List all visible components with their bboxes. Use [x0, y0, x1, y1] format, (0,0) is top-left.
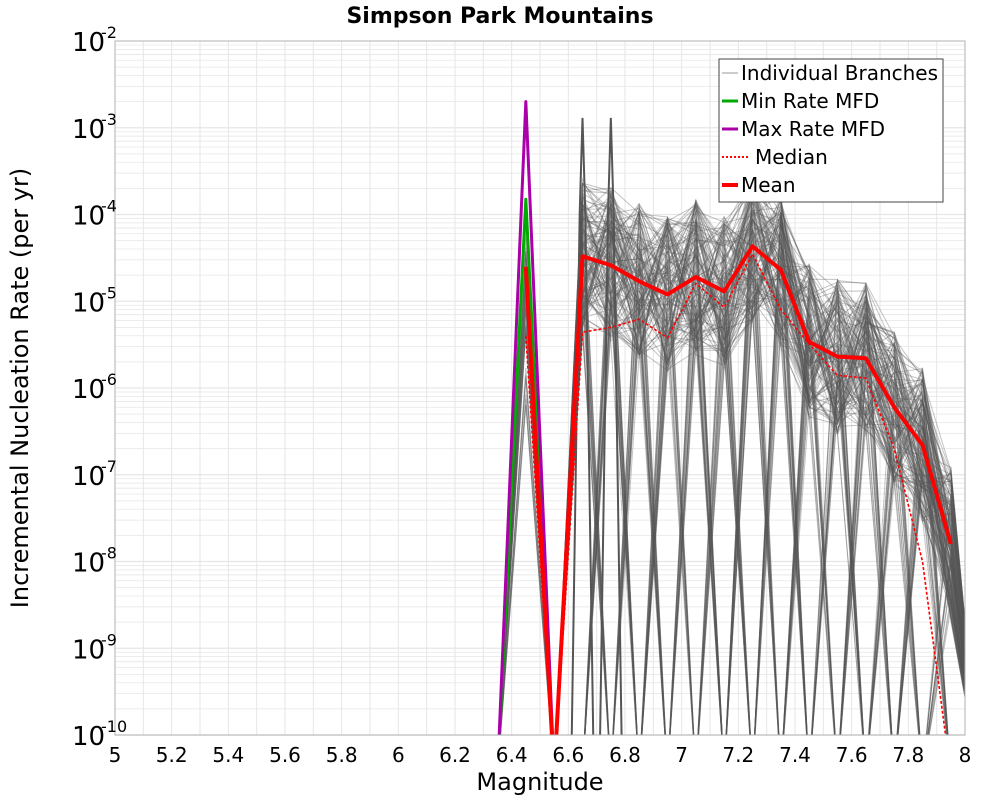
y-tick-label: 10 — [72, 549, 105, 579]
x-ticks: 5 5.2 5.4 5.6 5.8 6 6.2 6.4 6.6 6.8 7 7.2 7.4 7.6 7.8 8 — [109, 743, 972, 767]
branch-line — [583, 187, 949, 735]
branch-line — [584, 207, 965, 735]
y-tick-exponent: -5 — [101, 283, 117, 302]
legend-label-min-rate: Min Rate MFD — [741, 89, 879, 113]
chart-title: Simpson Park Mountains — [346, 4, 653, 29]
y-tick-label: 10 — [72, 722, 105, 752]
max-rate-line — [497, 100, 554, 735]
branch-line — [584, 190, 965, 735]
y-tick-exponent: -3 — [101, 110, 117, 129]
branch-line — [499, 184, 965, 735]
x-tick-label: 7.4 — [779, 743, 811, 767]
branch-line — [499, 219, 949, 735]
branch-spike — [599, 117, 623, 735]
branch-line — [584, 222, 965, 735]
y-tick-label: 10 — [72, 115, 105, 145]
x-tick-label: 5.8 — [326, 743, 358, 767]
legend-label-branches: Individual Branches — [741, 61, 938, 85]
branch-line — [584, 211, 965, 735]
branch-line — [584, 201, 965, 735]
x-tick-label: 5 — [109, 743, 122, 767]
y-tick-label: 10 — [72, 462, 105, 492]
y-tick-exponent: -7 — [101, 457, 117, 476]
y-tick-label: 10 — [72, 202, 105, 232]
y-tick-label: 10 — [72, 375, 105, 405]
x-axis-label: Magnitude — [476, 768, 603, 796]
x-tick-label: 6.6 — [552, 743, 584, 767]
y-axis-label: Incremental Nucleation Rate (per yr) — [6, 168, 34, 608]
legend-label-mean: Mean — [741, 173, 796, 197]
legend-label-max-rate: Max Rate MFD — [741, 117, 885, 141]
branch-line — [584, 232, 965, 735]
branch-line — [556, 222, 965, 735]
branch-line — [584, 222, 965, 735]
branch-line — [499, 231, 965, 735]
y-tick-exponent: -9 — [101, 630, 117, 649]
x-tick-label: 7 — [675, 743, 688, 767]
x-tick-label: 6.4 — [496, 743, 528, 767]
branch-line — [584, 212, 965, 735]
legend-box — [718, 58, 944, 203]
series-lines — [497, 100, 953, 735]
branch-line — [584, 221, 965, 735]
branch-line — [584, 215, 965, 735]
x-tick-label: 6 — [392, 743, 405, 767]
plot-area-frame — [114, 40, 966, 736]
branch-line — [584, 200, 965, 735]
x-tick-label: 5.6 — [269, 743, 301, 767]
legend: Individual Branches Min Rate MFD Max Rat… — [718, 58, 944, 203]
x-tick-label: 7.6 — [836, 743, 868, 767]
branch-line — [584, 180, 965, 735]
branch-line — [584, 263, 965, 735]
x-tick-label: 5.2 — [156, 743, 188, 767]
x-tick-label: 7.8 — [892, 743, 924, 767]
branch-line — [583, 203, 965, 735]
branch-line — [499, 188, 965, 735]
branch-line — [584, 195, 965, 735]
y-tick-exponent: -6 — [101, 370, 117, 389]
y-tick-label: 10 — [72, 288, 105, 318]
y-tick-label: 10 — [72, 28, 105, 58]
y-tick-exponent: -8 — [101, 544, 117, 563]
x-tick-label: 8 — [959, 743, 972, 767]
branch-line — [612, 214, 965, 735]
branch-spike — [570, 117, 595, 735]
x-tick-label: 5.4 — [212, 743, 244, 767]
y-tick-label: 10 — [72, 635, 105, 665]
grid — [114, 41, 966, 736]
legend-label-median: Median — [755, 145, 828, 169]
x-tick-label: 6.2 — [439, 743, 471, 767]
median-line — [525, 253, 947, 735]
branch-line — [583, 191, 965, 735]
y-tick-exponent: -4 — [101, 197, 117, 216]
y-tick-exponent: -2 — [101, 23, 117, 42]
mean-line — [523, 244, 953, 735]
x-tick-label: 7.2 — [722, 743, 754, 767]
y-tick-exponent: -10 — [101, 717, 127, 736]
x-tick-label: 6.8 — [609, 743, 641, 767]
